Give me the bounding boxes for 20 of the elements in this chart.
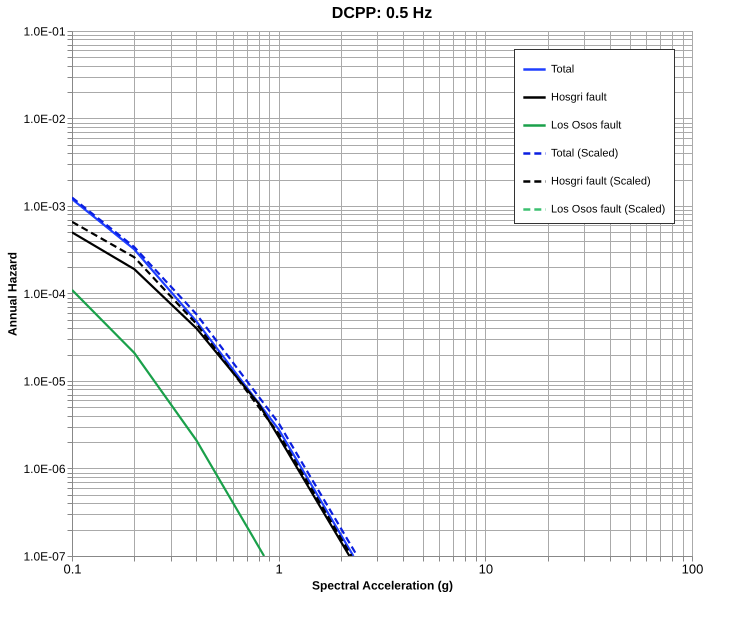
x-tick-label: 1 xyxy=(276,562,283,576)
legend-label: Hosgri fault (Scaled) xyxy=(551,176,651,188)
x-tick-label: 10 xyxy=(478,562,494,576)
legend-label: Total (Scaled) xyxy=(551,148,618,160)
x-axis-title: Spectral Acceleration (g) xyxy=(312,578,453,592)
legend-label: Los Osos fault (Scaled) xyxy=(551,204,666,216)
y-tick-label: 1.0E-04 xyxy=(23,287,66,301)
legend-label: Los Osos fault xyxy=(551,120,622,132)
y-tick-label: 1.0E-01 xyxy=(23,24,66,38)
x-tick-label: 0.1 xyxy=(63,562,82,576)
y-tick-label: 1.0E-02 xyxy=(23,112,66,126)
y-axis-title: Annual Hazard xyxy=(5,252,20,336)
y-tick-label: 1.0E-06 xyxy=(23,462,66,476)
legend-label: Total xyxy=(551,64,574,76)
chart-title: DCPP: 0.5 Hz xyxy=(332,5,432,22)
legend-label: Hosgri fault xyxy=(551,92,607,104)
y-tick-label: 1.0E-05 xyxy=(23,374,66,388)
y-tick-label: 1.0E-07 xyxy=(23,550,66,564)
y-tick-label: 1.0E-03 xyxy=(23,200,66,214)
x-tick-label: 100 xyxy=(682,562,704,576)
